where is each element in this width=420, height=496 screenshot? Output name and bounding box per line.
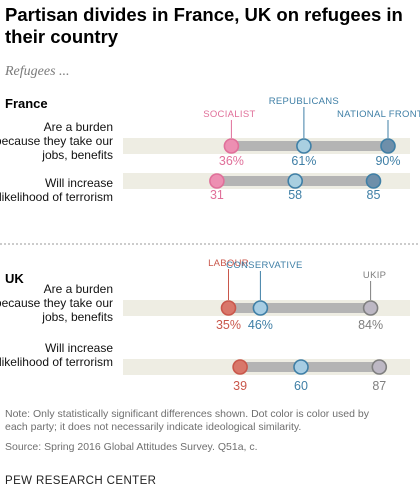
panel-title-uk: UK: [5, 271, 24, 286]
source-note: Source: Spring 2016 Global Attitudes Sur…: [5, 441, 258, 453]
dot-labour: [232, 359, 248, 375]
category-label: Will increase: [45, 341, 113, 355]
category-label: because they take our: [0, 296, 113, 310]
legend-label: NATIONAL FRONT: [337, 109, 420, 120]
panel-title-france: France: [5, 96, 48, 111]
value-label: 90%: [375, 154, 400, 168]
dot-republicans: [296, 138, 312, 154]
pew-brand: PEW RESEARCH CENTER: [5, 475, 157, 487]
category-label: jobs, benefits: [41, 148, 113, 162]
note-line-1: Note: Only statistically significant dif…: [5, 408, 369, 420]
category-label: because they take our: [0, 134, 113, 148]
category-label: jobs, benefits: [41, 310, 113, 324]
dot-ukip: [362, 300, 379, 316]
legend-label: SOCIALIST: [203, 109, 255, 120]
value-label: 61%: [291, 154, 316, 168]
value-label: 39: [233, 379, 247, 393]
legend-label: REPUBLICANS: [269, 96, 339, 107]
range-bar: [240, 362, 380, 372]
dot-conservative: [293, 359, 309, 375]
value-label: 35%: [216, 318, 241, 332]
legend-label: LABOUR: [208, 258, 249, 269]
value-label: 84%: [358, 318, 383, 332]
chart-title: Partisan divides in France, UK on refuge…: [5, 4, 403, 47]
dot-conservative: [252, 300, 269, 316]
value-label: 87: [372, 379, 386, 393]
category-label: Are a burden: [44, 282, 113, 296]
dot-republicans: [287, 173, 304, 189]
legend-label: CONSERVATIVE: [226, 260, 302, 271]
dot-ukip: [371, 359, 388, 375]
range-bar: [228, 303, 371, 313]
category-label: Will increase: [45, 176, 113, 190]
value-label: 36%: [219, 154, 244, 168]
dot-national-front: [380, 138, 396, 154]
value-label: 58: [288, 188, 302, 202]
value-label: 60: [294, 379, 308, 393]
category-label: the likelihood of terrorism: [0, 355, 113, 369]
value-label: 46%: [248, 318, 273, 332]
dot-labour: [220, 300, 237, 316]
dot-national-front: [365, 173, 382, 189]
dot-socialist: [223, 138, 240, 154]
category-label: Are a burden: [44, 120, 113, 134]
category-label: the likelihood of terrorism: [0, 190, 113, 204]
chart-subtitle: Refugees ...: [5, 64, 70, 79]
value-label: 31: [210, 188, 224, 202]
value-label: 85: [367, 188, 381, 202]
note-line-2: each party; it does not necessarily indi…: [5, 421, 302, 433]
dot-socialist: [209, 173, 225, 189]
legend-label: UKIP: [363, 270, 386, 281]
